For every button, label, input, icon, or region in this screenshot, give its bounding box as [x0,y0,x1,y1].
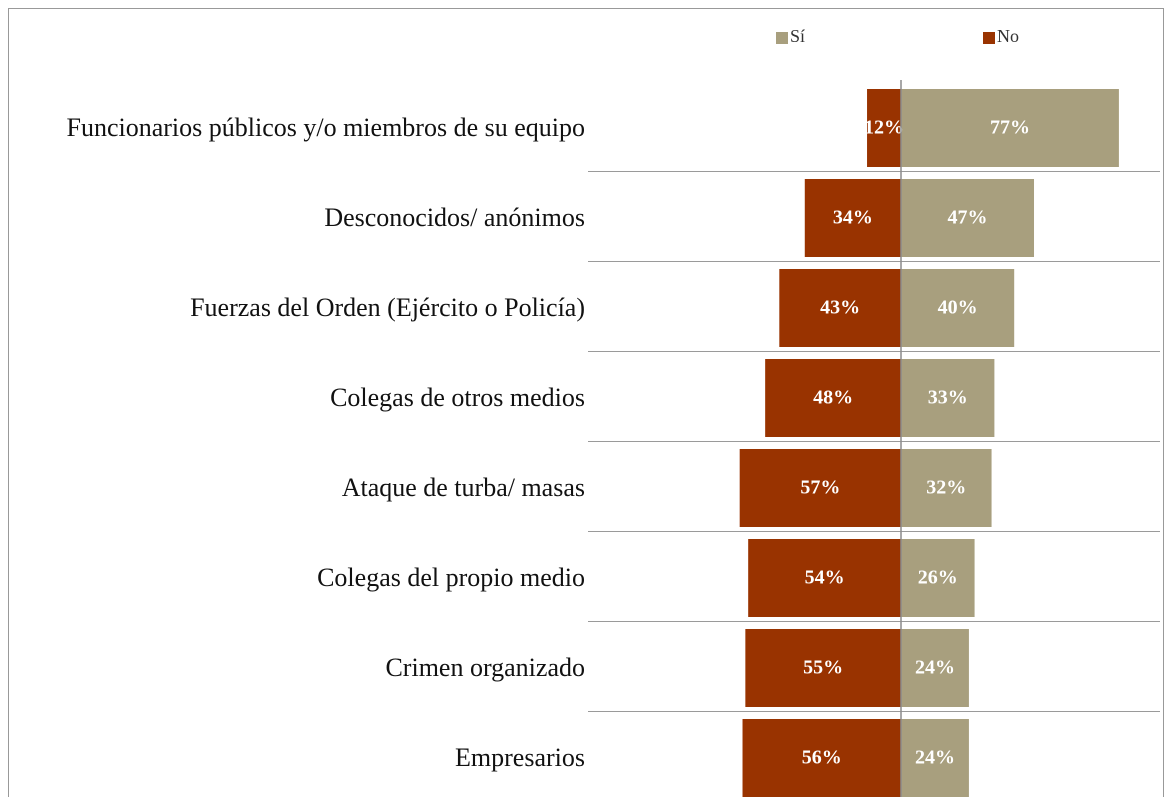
legend-swatch [776,32,788,44]
bar [779,269,901,347]
value-label: 43% [820,297,860,319]
bar [901,719,969,797]
bar [804,179,901,257]
category-label-box: Funcionarios públicos y/o miembros de su… [5,83,585,173]
value-label: 55% [803,657,843,679]
value-label: 48% [813,387,853,409]
bar [901,269,1015,347]
category-label-box: Crimen organizado [5,623,585,713]
category-label: Funcionarios públicos y/o miembros de su… [66,113,585,142]
category-label-box: Desconocidos/ anónimos [5,173,585,263]
category-label: Colegas de otros medios [330,383,585,412]
category-label: Ataque de turba/ masas [341,473,585,502]
bar [901,449,992,527]
category-label-box: Fuerzas del Orden (Ejército o Policía) [5,263,585,353]
category-label-box: Ataque de turba/ masas [5,443,585,533]
category-label: Empresarios [455,743,585,772]
bar [867,89,901,167]
value-label: 24% [915,747,955,769]
bar [742,719,901,797]
value-label: 47% [948,207,988,229]
category-label: Fuerzas del Orden (Ejército o Policía) [190,293,585,322]
bar [739,449,901,527]
category-label-box: Colegas del propio medio [5,533,585,623]
bar [765,359,901,437]
value-label: 77% [990,117,1030,139]
category-label: Crimen organizado [385,653,585,682]
value-label: 34% [833,207,873,229]
value-label: 40% [938,297,978,319]
bar [748,539,901,617]
bar [901,359,995,437]
bar [901,629,969,707]
value-label: 26% [918,567,958,589]
bar [901,539,975,617]
category-label-box: Empresarios [5,713,585,797]
bar [901,89,1119,167]
frame [8,8,1164,797]
legend-swatch [983,32,995,44]
category-label: Desconocidos/ anónimos [324,203,585,232]
legend-label: Sí [790,26,805,46]
value-label: 12% [864,117,904,139]
category-label: Colegas del propio medio [317,563,585,592]
value-label: 24% [915,657,955,679]
bar [901,179,1035,257]
category-label-box: Colegas de otros medios [5,353,585,443]
value-label: 33% [928,387,968,409]
value-label: 54% [805,567,845,589]
value-label: 56% [802,747,842,769]
value-label: 57% [800,477,840,499]
value-label: 32% [926,477,966,499]
legend-label: No [997,26,1019,46]
bar [745,629,901,707]
